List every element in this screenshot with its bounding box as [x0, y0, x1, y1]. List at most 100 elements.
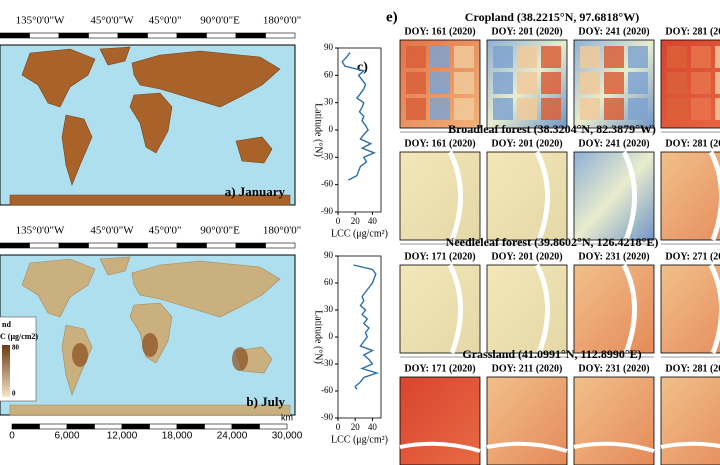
river: [447, 150, 463, 241]
map-land: [9, 194, 291, 206]
x-tick-label: 40: [368, 422, 378, 432]
y-tick-label: 90: [324, 42, 334, 52]
legend-title: nd: [2, 320, 11, 329]
map-frame: [58, 32, 89, 39]
map-land: [9, 404, 291, 416]
field-patch: [604, 98, 624, 120]
field-patch: [628, 46, 648, 68]
y-tick-label: 60: [324, 69, 334, 79]
map-frame: [0, 32, 30, 39]
x-tick-label: 20: [351, 216, 361, 226]
y-tick-label: -30: [321, 151, 333, 161]
map-frame: [265, 242, 296, 249]
map-land: [99, 256, 131, 276]
map-dense: [72, 343, 88, 367]
map-frame: [0, 242, 30, 249]
scale-bar-label: 0: [9, 431, 15, 442]
map-land: [21, 48, 96, 108]
scale-bar-segment: [121, 423, 150, 430]
map-land: [21, 258, 96, 318]
image-date: DOY: 201 (2020): [491, 138, 562, 149]
map-frame: [88, 242, 119, 249]
river: [534, 150, 550, 241]
profile-frame: [337, 255, 382, 419]
field-patch: [493, 98, 513, 120]
field-patch: [454, 46, 474, 68]
scale-bar-label: 18,000: [162, 431, 193, 442]
map-dense: [232, 347, 248, 371]
map-top-tick: 45°0'0"W: [90, 15, 134, 27]
river: [621, 150, 637, 241]
field-patch: [667, 46, 687, 68]
y-tick-label: 30: [324, 97, 334, 107]
x-tick-label: 40: [368, 216, 378, 226]
image-date: DOY: 231 (2020): [578, 251, 649, 262]
x-tick-label: 0: [336, 422, 341, 432]
map-dense: [142, 333, 158, 357]
map-frame: [176, 32, 207, 39]
river: [621, 263, 637, 354]
image-date: DOY: 211 (2020): [492, 363, 563, 374]
field-patch: [580, 72, 600, 94]
field-patch: [517, 98, 537, 120]
river: [573, 441, 655, 453]
image-date: DOY: 281 (2020): [665, 26, 720, 37]
map-top-tick: 90°0'0"E: [200, 225, 240, 237]
lcc-image: [486, 376, 568, 465]
map-label: b) July: [246, 394, 285, 409]
field-patch: [667, 98, 687, 120]
map-frame: [88, 32, 119, 39]
field-patch: [691, 98, 711, 120]
map-land: [235, 136, 273, 164]
x-axis-label: LCC (μg/cm²): [331, 228, 388, 239]
lcc-image: [660, 151, 720, 241]
lcc-image: [573, 264, 655, 354]
field-patch: [517, 72, 537, 94]
section-title: Grassland (41.0991°N, 112.8990°E): [462, 347, 641, 361]
map-top-tick: 180°0'0": [263, 15, 301, 27]
map-frame: [29, 242, 60, 249]
field-patch: [715, 72, 720, 94]
x-tick-label: 20: [351, 422, 361, 432]
map-frame: [117, 242, 148, 249]
legend-ramp: [2, 345, 10, 397]
map-land: [129, 302, 173, 364]
scale-bar-segment: [11, 423, 40, 430]
section-title: Cropland (38.2215°N, 97.6818°W): [465, 10, 639, 24]
map-frame: [235, 32, 266, 39]
map-land: [129, 92, 173, 154]
map-frame: [265, 32, 296, 39]
image-date: DOY: 271 (2020): [665, 251, 720, 262]
lcc-image: [486, 264, 568, 354]
field-patch: [430, 98, 450, 120]
profile-line: [341, 52, 376, 181]
field-patch: [604, 72, 624, 94]
scale-bar-segment: [94, 423, 123, 430]
y-axis-label: Latitude (°N): [313, 103, 324, 157]
map-land: [61, 114, 93, 186]
map-frame: [29, 32, 60, 39]
map-top-tick: 135°0'0"W: [16, 225, 65, 237]
field-patch: [430, 72, 450, 94]
field-patch: [628, 98, 648, 120]
field-patch: [715, 46, 720, 68]
y-tick-label: -90: [321, 412, 333, 422]
field-patch: [580, 46, 600, 68]
y-tick-label: 90: [324, 250, 334, 260]
map-frame: [176, 242, 207, 249]
field-patch: [493, 46, 513, 68]
image-date: DOY: 281 (2020): [665, 363, 720, 374]
river: [534, 263, 550, 354]
field-patch: [604, 46, 624, 68]
map-land: [99, 46, 131, 66]
y-tick-label: 30: [324, 304, 334, 314]
lcc-image: [399, 151, 481, 241]
image-date: DOY: 161 (2020): [404, 138, 475, 149]
section-title: Needleleaf forest (39.8602°N, 126.4218°E…: [446, 235, 659, 249]
field-patch: [691, 72, 711, 94]
scale-bar-label: 24,000: [217, 431, 248, 442]
river: [447, 263, 463, 354]
scale-bar-label: 30,000: [272, 431, 303, 442]
field-patch: [454, 98, 474, 120]
